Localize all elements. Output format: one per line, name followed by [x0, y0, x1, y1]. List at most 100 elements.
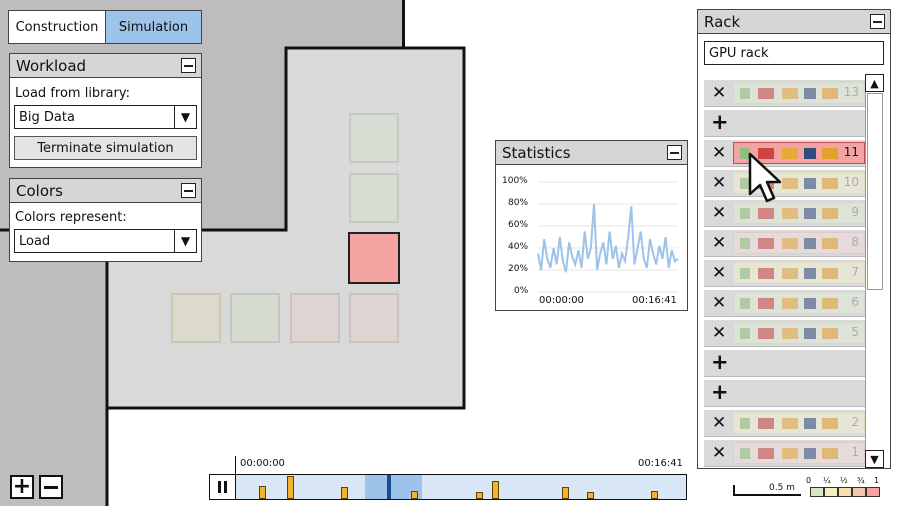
- scale-bar: [733, 485, 801, 496]
- rack-slot[interactable]: ✕ 10: [704, 170, 865, 197]
- rack-slot[interactable]: ✕ 6: [704, 290, 865, 317]
- add-machine-icon[interactable]: +: [711, 380, 729, 404]
- memory-icon: [782, 148, 798, 159]
- timeline-top-axis: [235, 456, 236, 474]
- network-icon: [822, 178, 838, 189]
- rack-tile[interactable]: [230, 293, 280, 343]
- tab-construction[interactable]: Construction: [9, 11, 106, 43]
- legend-swatch: [838, 487, 852, 497]
- rack-slot[interactable]: ✕ 2: [704, 410, 865, 437]
- dropdown-arrow-icon[interactable]: ▼: [174, 106, 196, 128]
- workload-select[interactable]: Big Data ▼: [14, 105, 197, 129]
- machine-number: 2: [851, 415, 859, 429]
- rack-slot[interactable]: ✕ 9: [704, 200, 865, 227]
- machine-item[interactable]: 5: [733, 322, 865, 344]
- scroll-thumb[interactable]: [867, 93, 883, 290]
- add-machine-icon[interactable]: +: [711, 350, 729, 374]
- machine-item[interactable]: 8: [733, 232, 865, 254]
- memory-icon: [782, 268, 798, 279]
- dropdown-arrow-icon[interactable]: ▼: [174, 230, 196, 252]
- timeline-end-label: 00:16:41: [638, 458, 683, 469]
- chip-icon: [740, 298, 750, 309]
- rack-slot[interactable]: ✕ 5: [704, 320, 865, 347]
- tab-simulation[interactable]: Simulation: [106, 11, 201, 43]
- storage-icon: [804, 328, 816, 339]
- colors-select[interactable]: Load ▼: [14, 229, 197, 253]
- rack-slot[interactable]: ✕ 7: [704, 260, 865, 287]
- rack-slot[interactable]: ✕ 1: [704, 440, 865, 467]
- network-icon: [822, 268, 838, 279]
- delete-machine-icon[interactable]: ✕: [712, 263, 727, 283]
- rack-slot[interactable]: ✕ 8: [704, 230, 865, 257]
- pause-button[interactable]: [209, 474, 236, 500]
- rack-slot[interactable]: ✕ 11: [704, 140, 865, 167]
- chip-icon: [740, 328, 750, 339]
- rack-tile-selected[interactable]: [348, 232, 400, 284]
- machine-item[interactable]: 1: [733, 442, 865, 464]
- machine-item[interactable]: 6: [733, 292, 865, 314]
- workload-select-value: Big Data: [19, 109, 75, 125]
- delete-machine-icon[interactable]: ✕: [712, 323, 727, 343]
- delete-machine-icon[interactable]: ✕: [712, 293, 727, 313]
- mode-tabs: Construction Simulation: [8, 10, 202, 44]
- timeline-event-marker: [651, 491, 658, 499]
- chip-icon: [740, 238, 750, 249]
- zoom-out-button[interactable]: [39, 475, 63, 499]
- minimize-icon[interactable]: [181, 58, 196, 73]
- scroll-down-icon[interactable]: ▼: [865, 450, 884, 468]
- machine-item[interactable]: 7: [733, 262, 865, 284]
- network-icon: [822, 208, 838, 219]
- storage-icon: [804, 448, 816, 459]
- delete-machine-icon[interactable]: ✕: [712, 143, 727, 163]
- machine-number: 11: [843, 145, 859, 159]
- add-machine-icon[interactable]: +: [711, 110, 729, 134]
- chip-icon: [740, 148, 750, 159]
- timeline-event-marker: [492, 481, 499, 499]
- workload-panel: Workload Load from library: Big Data ▼ T…: [9, 53, 202, 168]
- rack-add-slot[interactable]: +: [704, 110, 865, 137]
- chip-icon: [740, 208, 750, 219]
- gpu-icon: [758, 208, 774, 219]
- machine-item[interactable]: 2: [733, 412, 865, 434]
- network-icon: [822, 298, 838, 309]
- machine-item[interactable]: 13: [733, 82, 865, 104]
- timeline-playhead[interactable]: [387, 475, 391, 499]
- storage-icon: [804, 178, 816, 189]
- delete-machine-icon[interactable]: ✕: [712, 413, 727, 433]
- zoom-in-button[interactable]: +: [10, 475, 34, 499]
- delete-machine-icon[interactable]: ✕: [712, 83, 727, 103]
- rack-tile[interactable]: [349, 173, 399, 223]
- delete-machine-icon[interactable]: ✕: [712, 443, 727, 463]
- memory-icon: [782, 208, 798, 219]
- memory-icon: [782, 448, 798, 459]
- ytick-label: 100%: [502, 176, 528, 186]
- storage-icon: [804, 208, 816, 219]
- minimize-icon[interactable]: [667, 145, 682, 160]
- minimize-icon[interactable]: [181, 183, 196, 198]
- ytick-label: 80%: [508, 198, 529, 208]
- rack-add-slot[interactable]: +: [704, 380, 865, 407]
- minimize-icon[interactable]: [870, 14, 885, 29]
- delete-machine-icon[interactable]: ✕: [712, 173, 727, 193]
- legend-tick-label: 1: [874, 476, 880, 485]
- ytick-label: 60%: [508, 220, 529, 230]
- rack-tile[interactable]: [349, 113, 399, 163]
- rack-tile[interactable]: [349, 293, 399, 343]
- gpu-icon: [758, 148, 774, 159]
- gpu-icon: [758, 418, 774, 429]
- rack-tile[interactable]: [171, 293, 221, 343]
- load-label: Load from library:: [15, 86, 130, 101]
- timeline-track[interactable]: [209, 474, 687, 500]
- rack-slot[interactable]: ✕ 13: [704, 80, 865, 107]
- delete-machine-icon[interactable]: ✕: [712, 233, 727, 253]
- machine-item[interactable]: 11: [733, 142, 865, 164]
- rack-add-slot[interactable]: +: [704, 350, 865, 377]
- machine-item[interactable]: 9: [733, 202, 865, 224]
- rack-tile[interactable]: [290, 293, 340, 343]
- workload-title: Workload: [16, 56, 87, 75]
- statistics-panel: Statistics 100% 80% 60% 40% 20% 0% 00:00…: [495, 140, 688, 311]
- scroll-up-icon[interactable]: ▲: [865, 74, 884, 92]
- rack-name-input[interactable]: GPU rack: [704, 41, 884, 65]
- delete-machine-icon[interactable]: ✕: [712, 203, 727, 223]
- terminate-simulation-button[interactable]: Terminate simulation: [14, 136, 197, 160]
